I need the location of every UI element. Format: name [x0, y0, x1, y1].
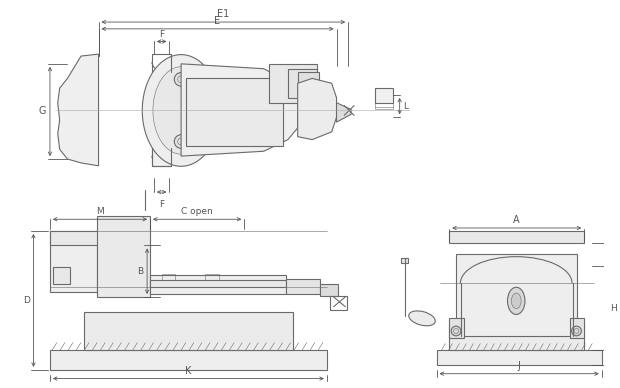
Bar [570, 318, 584, 338]
Polygon shape [58, 54, 99, 166]
Bar [450, 323, 584, 350]
Ellipse shape [512, 293, 521, 308]
Bar [375, 88, 393, 103]
Bar [53, 267, 70, 284]
Text: D: D [23, 296, 30, 305]
Bar [150, 275, 286, 294]
Bar [50, 231, 110, 246]
Polygon shape [181, 64, 298, 156]
Bar [84, 312, 293, 350]
Text: G: G [38, 106, 46, 116]
Bar [205, 274, 219, 281]
Circle shape [572, 326, 582, 336]
Bar [436, 350, 602, 365]
Text: C open: C open [181, 207, 213, 217]
Text: F: F [159, 200, 164, 209]
Bar [50, 231, 97, 292]
Bar [50, 350, 327, 370]
Text: B: B [137, 267, 143, 276]
Text: F: F [159, 29, 164, 38]
Text: E: E [215, 16, 221, 26]
Bar [150, 281, 286, 287]
Bar [450, 318, 464, 338]
Text: H: H [611, 304, 618, 313]
Text: A: A [513, 215, 520, 225]
Circle shape [451, 326, 461, 336]
Ellipse shape [508, 287, 525, 314]
Bar [162, 274, 175, 281]
Bar [320, 284, 337, 296]
Bar [288, 69, 317, 98]
Text: J: J [518, 361, 521, 371]
Ellipse shape [409, 311, 435, 326]
Bar [152, 74, 171, 166]
Bar [298, 72, 319, 95]
Polygon shape [298, 78, 337, 140]
Bar [375, 103, 393, 109]
Text: M: M [96, 207, 104, 217]
Bar [401, 258, 409, 263]
Circle shape [174, 73, 188, 86]
Bar [450, 231, 584, 242]
Bar [330, 296, 347, 310]
Bar [286, 279, 320, 294]
Ellipse shape [153, 67, 210, 154]
Text: L: L [404, 102, 409, 111]
Bar [97, 217, 150, 297]
Polygon shape [337, 103, 351, 122]
Text: E1: E1 [217, 9, 229, 19]
Bar [186, 78, 283, 146]
Bar [456, 254, 577, 336]
Bar [268, 64, 317, 103]
Ellipse shape [142, 55, 220, 166]
Text: K: K [185, 365, 192, 376]
Circle shape [174, 135, 188, 148]
